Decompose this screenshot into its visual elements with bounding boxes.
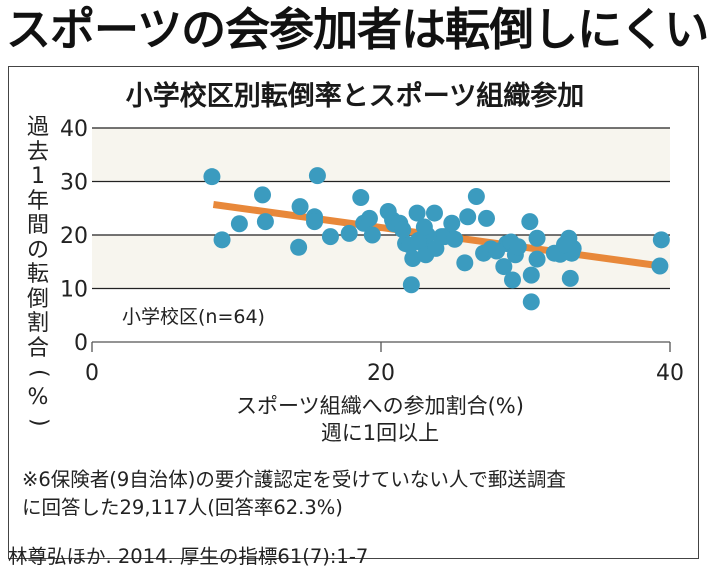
data-point [213,231,231,249]
y-axis-label-char: ) [26,417,52,427]
y-axis-label-char: 割 [26,311,49,336]
x-axis-title: スポーツ組織への参加割合(%) [236,394,524,418]
data-point [363,226,381,244]
data-point [394,221,412,239]
data-point [522,266,540,284]
data-point [291,198,309,216]
x-tick-label: 20 [367,361,395,386]
data-point [443,214,461,232]
y-axis-label-char: % [27,384,49,410]
data-point [459,208,477,226]
y-tick-labels: 0 10 20 30 40 [60,117,88,356]
y-axis-label-char: 去 [26,139,49,165]
data-points [203,167,670,311]
x-axis-label: スポーツ組織への参加割合(%) 週に1回以上 [92,393,668,447]
y-axis-label-char: ( [26,368,52,378]
data-point [321,228,339,246]
data-point [308,167,326,185]
data-point [408,204,426,222]
data-point [402,276,420,294]
x-axis-subtitle: 週に1回以上 [320,421,440,445]
data-point [456,254,474,272]
data-point [509,238,527,256]
data-point [340,224,358,242]
y-axis-label-char: 過 [26,115,49,140]
background-band [92,128,670,182]
headline: スポーツの会参加者は転倒しにくい [6,3,709,56]
data-point [503,271,521,289]
data-point [528,229,546,247]
data-point [306,213,324,231]
data-point [467,187,485,205]
x-tick-label: 40 [656,361,684,386]
data-point [477,209,495,227]
y-tick-label: 30 [60,171,88,196]
data-point [528,250,546,268]
data-point [254,186,272,204]
y-axis-label-char: 合 [26,335,49,361]
source-citation: 林尊弘ほか. 2014. 厚生の指標61(7):1-7 [8,545,369,568]
y-axis-label-char: 転 [26,262,49,287]
y-axis-label: 過去 1 年間の転倒割合 (%) [24,115,52,435]
y-axis-label-char: 間 [26,213,49,238]
y-axis-label-char: 年 [26,188,49,214]
data-point [556,236,574,254]
background-band [92,235,670,289]
data-point [495,258,513,276]
data-point [652,231,670,249]
data-point [488,242,506,260]
data-point [561,269,579,287]
data-point [410,231,428,249]
data-point [256,213,274,231]
sample-annotation: 小学校区(n=64) [122,306,265,328]
footnote-line-2: に回答した29,117人(回答率62.3%) [22,496,343,519]
y-tick-label: 40 [60,117,88,142]
data-point [230,215,248,233]
footnote: ※6保険者(9自治体)の要介護認定を受けていない人で郵送調査 に回答した29,1… [22,466,692,522]
footnote-line-1: ※6保険者(9自治体)の要介護認定を受けていない人で郵送調査 [22,468,566,491]
data-point [404,250,422,268]
y-tick-label: 0 [74,331,88,356]
data-point [425,204,443,222]
data-point [290,238,308,256]
data-point [415,218,433,236]
data-point [352,189,370,207]
y-tick-label: 10 [60,278,88,303]
data-point [446,230,464,248]
data-point [522,293,540,311]
data-point [521,213,539,231]
x-tick-label: 0 [85,361,99,386]
y-axis-label-char: 倒 [26,286,49,312]
y-axis-label-char: の [26,237,49,263]
data-point [651,257,669,275]
data-point [203,168,221,186]
y-axis-label-char: 1 [31,164,45,189]
chart-title: 小学校区別転倒率とスポーツ組織参加 [125,81,585,112]
x-tick-labels: 0 20 40 [85,342,684,386]
data-point [360,209,378,227]
y-tick-label: 20 [60,224,88,249]
chart-frame [8,66,699,559]
